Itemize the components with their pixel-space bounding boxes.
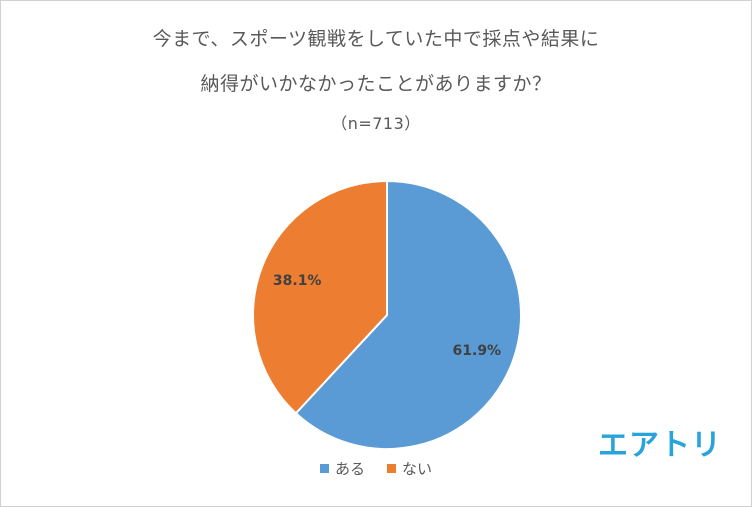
data-label-nai: 38.1% xyxy=(273,273,322,289)
pie-slice-nai xyxy=(252,179,388,415)
pie-slice-aru xyxy=(294,179,522,450)
chart-title-line-1: 今まで、スポーツ観戦をしていた中で採点や結果に xyxy=(152,28,600,50)
legend: ある ない xyxy=(0,458,752,479)
chart-subtitle: （n=713） xyxy=(331,114,421,133)
airtrip-logo: エアトリ xyxy=(598,420,722,464)
legend-swatch-nai xyxy=(387,464,396,473)
legend-item-nai: ない xyxy=(387,458,432,479)
logo-text: エアトリ xyxy=(598,428,722,463)
legend-label-aru: ある xyxy=(334,460,365,478)
data-label-aru: 61.9% xyxy=(453,343,502,359)
legend-swatch-aru xyxy=(319,464,329,473)
legend-label-nai: ない xyxy=(402,460,433,478)
chart-title-line-2: 納得がいかなかったことがありますか？ xyxy=(200,73,552,95)
legend-item-aru: ある xyxy=(319,458,365,479)
